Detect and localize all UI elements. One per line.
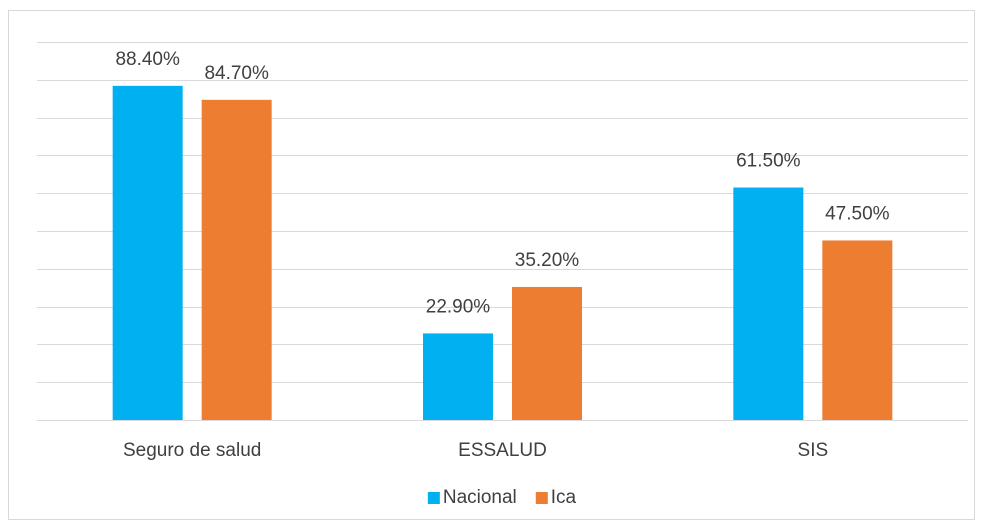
bar [512, 286, 582, 420]
legend-swatch [535, 492, 548, 504]
data-label: 22.90% [426, 296, 491, 317]
data-label: 61.50% [736, 151, 801, 172]
data-label: 88.40% [115, 49, 180, 70]
x-tick-label: SIS [798, 440, 829, 461]
bar [733, 187, 804, 420]
legend-label: Ica [551, 487, 577, 508]
legend-swatch [427, 492, 440, 504]
data-label: 35.20% [515, 250, 580, 271]
bar [822, 240, 893, 420]
data-label: 84.70% [204, 63, 269, 84]
x-tick-label: ESSALUD [458, 440, 547, 461]
bar [201, 99, 272, 421]
bar [112, 85, 183, 421]
bar [423, 333, 493, 420]
legend-label: Nacional [443, 487, 517, 508]
x-tick-label: Seguro de salud [123, 440, 261, 461]
data-label: 47.50% [825, 203, 890, 224]
